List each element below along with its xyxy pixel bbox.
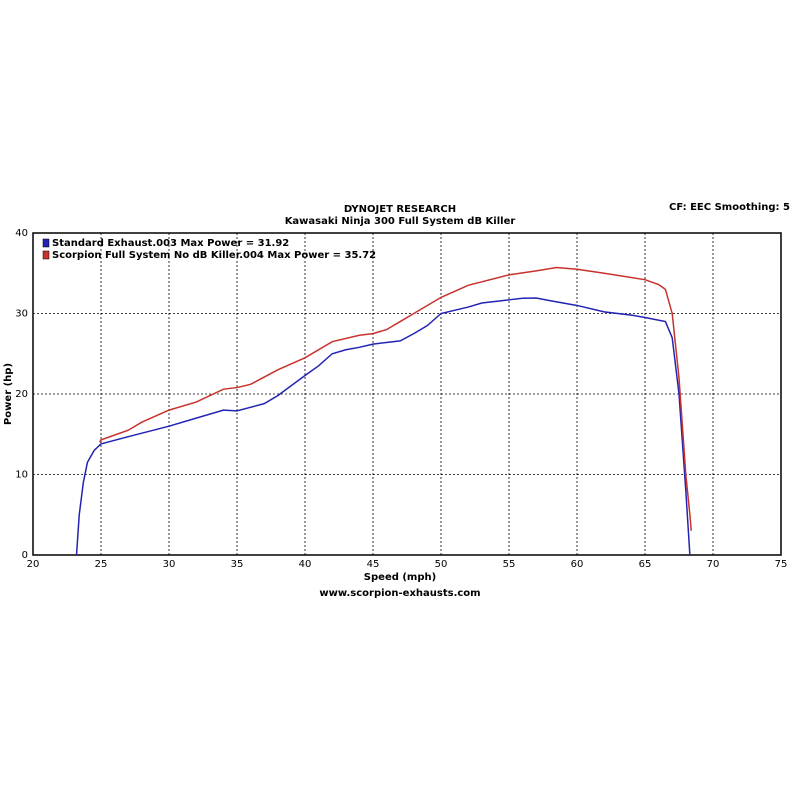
- x-tick-label: 35: [231, 559, 244, 570]
- y-tick-label: 20: [15, 389, 28, 400]
- y-tick-label: 40: [15, 228, 28, 239]
- x-tick-label: 70: [707, 559, 720, 570]
- x-tick-label: 20: [27, 559, 40, 570]
- y-tick-label: 30: [15, 309, 28, 320]
- x-tick-label: 75: [775, 559, 788, 570]
- x-tick-label: 25: [95, 559, 108, 570]
- y-tick-label: 0: [22, 550, 28, 561]
- x-tick-label: 50: [435, 559, 448, 570]
- x-axis-label: Speed (mph): [364, 572, 436, 583]
- series-line: [98, 266, 692, 531]
- legend-label: Scorpion Full System No dB Killer.004 Ma…: [52, 250, 376, 261]
- x-tick-label: 30: [163, 559, 176, 570]
- y-axis-label: Power (hp): [3, 363, 14, 425]
- x-tick-label: 65: [639, 559, 652, 570]
- series-line: [75, 297, 691, 556]
- chart-title: DYNOJET RESEARCH: [344, 204, 456, 215]
- x-tick-label: 60: [571, 559, 584, 570]
- footer: www.scorpion-exhausts.com: [319, 588, 480, 599]
- legend-swatch: [42, 238, 50, 248]
- legend-label: Standard Exhaust.003 Max Power = 31.92: [52, 238, 289, 249]
- x-tick-label: 55: [503, 559, 516, 570]
- y-tick-label: 10: [15, 470, 28, 481]
- legend-swatch: [42, 250, 50, 260]
- x-tick-label: 45: [367, 559, 380, 570]
- x-tick-label: 40: [299, 559, 312, 570]
- chart-subtitle: Kawasaki Ninja 300 Full System dB Killer: [285, 216, 516, 227]
- header-note: CF: EEC Smoothing: 5: [669, 202, 790, 213]
